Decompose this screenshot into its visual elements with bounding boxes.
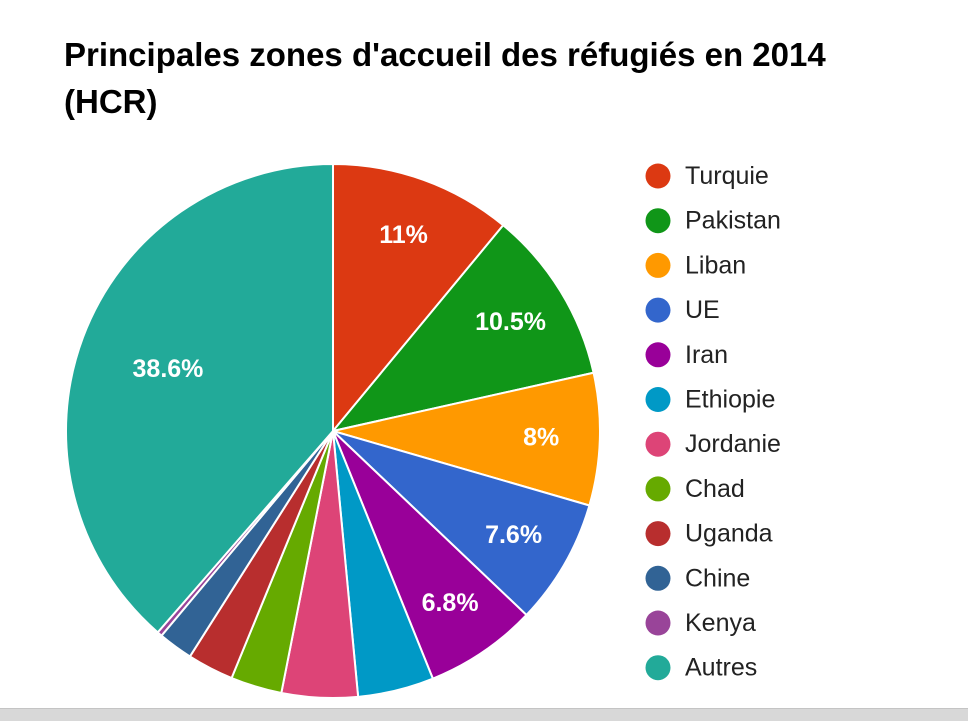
slice-label-liban: 8% [523,424,559,452]
legend-label-pakistan: Pakistan [685,207,781,235]
chart-title-line-1: Principales zones d'accueil des réfugiés… [64,36,826,73]
legend-item-uganda[interactable]: Uganda [645,520,773,548]
legend-item-pakistan[interactable]: Pakistan [645,207,781,235]
legend-label-turquie: Turquie [685,162,769,190]
legend-item-iran[interactable]: Iran [645,341,729,369]
slice-label-autres: 38.6% [133,355,204,383]
legend-item-jordanie[interactable]: Jordanie [645,430,781,458]
legend-item-chine[interactable]: Chine [645,564,751,592]
chart-title: Principales zones d'accueil des réfugiés… [64,36,835,120]
pie-slice-autres[interactable] [65,162,334,634]
legend-swatch-kenya [645,610,671,636]
legend-label-ue: UE [685,296,720,324]
legend-swatch-ethiopie [645,387,671,412]
legend-item-ue[interactable]: UE [645,296,720,324]
legend-swatch-iran [645,342,671,368]
legend-swatch-chad [645,476,671,502]
legend-item-kenya[interactable]: Kenya [645,609,756,637]
slice-label-pakistan: 10.5% [475,308,546,336]
legend-swatch-ue [645,297,671,323]
pie-slice-labels: 11% 10.5% 8% 7.6% 6.8% 38.6% [133,221,560,617]
legend-swatch-pakistan [645,208,671,234]
slice-label-iran: 6.8% [422,589,479,617]
legend: Turquie Pakistan Liban UE Iran Ethiopie Jordan… [645,162,781,682]
pie-slice-turquie[interactable] [332,162,505,434]
chart-title-line-2: (HCR) [64,83,157,120]
bottom-scrollbar-area [0,708,968,721]
legend-swatch-jordanie [645,431,671,457]
legend-item-liban[interactable]: Liban [645,251,747,279]
legend-swatch-liban [645,252,671,278]
pie-slice-pakistan[interactable] [330,223,595,433]
legend-label-chine: Chine [685,564,750,592]
legend-swatch-autres [645,655,671,681]
legend-item-chad[interactable]: Chad [645,475,745,503]
legend-swatch-uganda [645,521,671,547]
legend-swatch-chine [645,565,671,591]
legend-label-uganda: Uganda [685,520,773,548]
legend-swatch-turquie [645,163,671,189]
slice-label-turquie: 11% [379,221,428,249]
legend-item-turquie[interactable]: Turquie [645,162,769,190]
pie-slice-ue[interactable] [332,430,591,617]
legend-label-ethiopie: Ethiopie [685,386,775,414]
legend-label-autres: Autres [685,654,757,682]
legend-label-iran: Iran [685,341,728,369]
legend-label-liban: Liban [685,251,746,279]
slice-label-ue: 7.6% [485,521,542,549]
pie-slice-liban[interactable] [332,371,601,507]
legend-item-ethiopie[interactable]: Ethiopie [645,386,776,414]
legend-label-kenya: Kenya [685,609,756,637]
pie-slice-iran[interactable] [332,430,528,680]
legend-label-chad: Chad [685,475,745,503]
pie-slices [65,162,601,699]
legend-item-autres[interactable]: Autres [645,654,758,682]
legend-label-jordanie: Jordanie [685,430,781,458]
